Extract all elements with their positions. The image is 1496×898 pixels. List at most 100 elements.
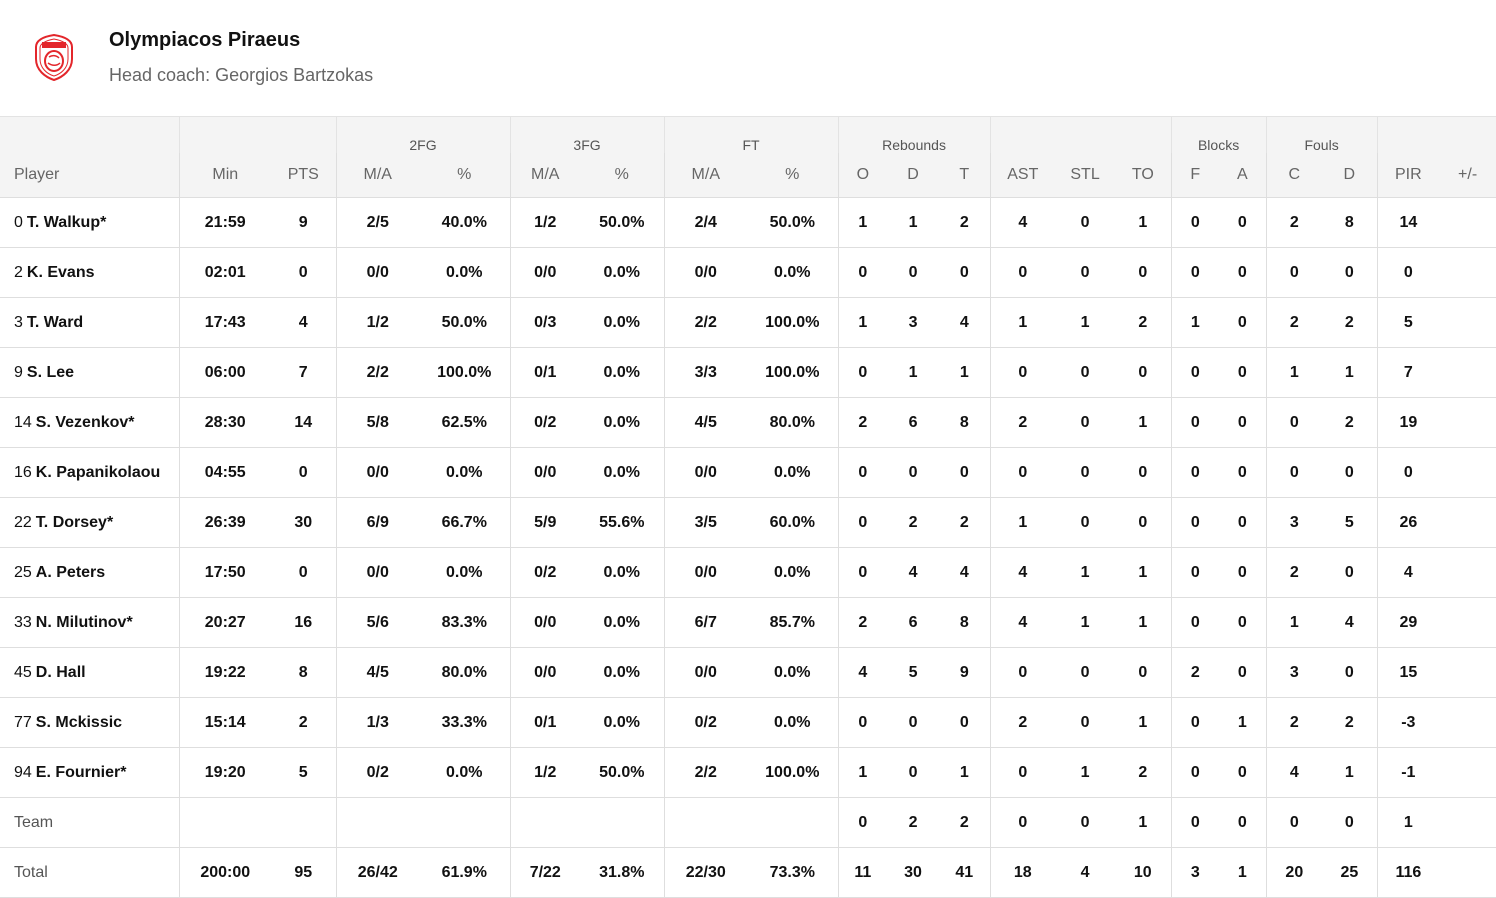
stat-fd: 1 <box>1322 747 1378 798</box>
stat-bf: 0 <box>1170 397 1220 448</box>
stat-o: 0 <box>837 547 888 598</box>
col-stl[interactable]: STL <box>1055 153 1116 198</box>
stat-pm <box>1439 247 1496 298</box>
stat-to: 0 <box>1115 247 1172 298</box>
stat-pts: 30 <box>271 497 336 548</box>
player-name[interactable]: T. Walkup* <box>26 213 107 231</box>
stat-to: 1 <box>1115 397 1172 448</box>
player-cell[interactable]: 22 T. Dorsey* <box>0 497 179 548</box>
stat-fg3p: 0.0% <box>580 297 665 348</box>
stat-pm <box>1439 847 1496 898</box>
col-3fg-pct[interactable]: % <box>580 153 665 198</box>
player-cell[interactable]: 25 A. Peters <box>0 547 179 598</box>
stat-fg3p: 0.0% <box>580 247 665 298</box>
col-reb-o[interactable]: O <box>837 153 888 198</box>
player-cell[interactable]: 45 D. Hall <box>0 647 179 698</box>
stat-fg2 <box>335 797 419 848</box>
col-blk-a[interactable]: A <box>1219 153 1267 198</box>
stat-ft: 2/4 <box>663 197 748 248</box>
col-fouls-c[interactable]: C <box>1265 153 1323 198</box>
col-2fg-ma[interactable]: M/A <box>335 153 419 198</box>
player-name[interactable]: S. Mckissic <box>35 713 123 731</box>
player-number: 22 <box>14 513 32 531</box>
col-player[interactable]: Player <box>0 153 179 198</box>
player-name[interactable]: D. Hall <box>35 663 86 681</box>
stat-fg3p: 0.0% <box>580 597 665 648</box>
stat-pir: 14 <box>1376 197 1440 248</box>
col-plus-minus[interactable]: +/- <box>1439 153 1496 198</box>
player-name[interactable]: N. Milutinov* <box>35 613 133 631</box>
stat-fd: 0 <box>1322 547 1378 598</box>
player-number: 45 <box>14 663 32 681</box>
col-fouls-d[interactable]: D <box>1322 153 1378 198</box>
player-name[interactable]: S. Vezenkov* <box>35 413 135 431</box>
col-ast[interactable]: AST <box>989 153 1056 198</box>
player-name[interactable]: T. Ward <box>26 313 84 331</box>
player-name[interactable]: S. Lee <box>26 363 75 381</box>
stat-fc: 2 <box>1265 547 1323 598</box>
stat-fg3: 0/0 <box>509 597 581 648</box>
stat-fg3: 0/0 <box>509 447 581 498</box>
stat-fg2: 26/42 <box>335 847 419 898</box>
stat-ba: 0 <box>1219 297 1267 348</box>
col-2fg-pct[interactable]: % <box>419 153 511 198</box>
stat-to: 0 <box>1115 447 1172 498</box>
stat-fg2p: 0.0% <box>419 247 511 298</box>
col-min[interactable]: Min <box>178 153 271 198</box>
stat-fg3p: 31.8% <box>580 847 665 898</box>
stat-fg3: 1/2 <box>509 197 581 248</box>
stat-ftp <box>747 797 839 848</box>
player-cell[interactable]: 3 T. Ward <box>0 297 179 348</box>
stat-t: 8 <box>939 397 991 448</box>
player-row: 16 K. Papanikolaou 04:55 0 0/0 0.0% 0/0 0.0% 0/0… <box>0 447 1496 498</box>
player-name[interactable]: E. Fournier* <box>35 763 127 781</box>
col-blk-f[interactable]: F <box>1170 153 1220 198</box>
player-row: 3 T. Ward 17:43 4 1/2 50.0% 0/3 0.0% 2/2 100.0% 1 3… <box>0 297 1496 348</box>
stat-d: 30 <box>887 847 940 898</box>
header-group-row: 2FG 3FG FT Rebounds Blocks Fouls <box>0 116 1496 153</box>
player-cell[interactable]: 14 S. Vezenkov* <box>0 397 179 448</box>
player-cell[interactable]: 2 K. Evans <box>0 247 179 298</box>
stat-fg3p: 0.0% <box>580 347 665 398</box>
group-3fg: 3FG <box>509 116 665 153</box>
stat-o: 0 <box>837 247 888 298</box>
stat-ast: 4 <box>989 597 1056 648</box>
stat-bf: 0 <box>1170 747 1220 798</box>
player-number: 3 <box>14 313 23 331</box>
player-number: 94 <box>14 763 32 781</box>
player-cell[interactable]: 9 S. Lee <box>0 347 179 398</box>
stat-pir: 4 <box>1376 547 1440 598</box>
stat-min: 28:30 <box>178 397 271 448</box>
player-cell[interactable]: 33 N. Milutinov* <box>0 597 179 648</box>
player-cell[interactable]: 16 K. Papanikolaou <box>0 447 179 498</box>
player-number: 25 <box>14 563 32 581</box>
col-3fg-ma[interactable]: M/A <box>509 153 581 198</box>
player-cell[interactable]: 77 S. Mckissic <box>0 697 179 748</box>
stat-fg3: 5/9 <box>509 497 581 548</box>
col-pts[interactable]: PTS <box>271 153 336 198</box>
col-ft-ma[interactable]: M/A <box>663 153 748 198</box>
col-ft-pct[interactable]: % <box>747 153 839 198</box>
col-to[interactable]: TO <box>1115 153 1172 198</box>
player-name[interactable]: K. Papanikolaou <box>35 463 161 481</box>
stat-pir: 26 <box>1376 497 1440 548</box>
stat-o: 1 <box>837 747 888 798</box>
stat-fg2p: 0.0% <box>419 547 511 598</box>
stat-o: 0 <box>837 347 888 398</box>
stat-fg2: 0/0 <box>335 247 419 298</box>
stat-pir: -1 <box>1376 747 1440 798</box>
player-cell[interactable]: 0 T. Walkup* <box>0 197 179 248</box>
stat-fd: 25 <box>1322 847 1378 898</box>
stat-min: 02:01 <box>178 247 271 298</box>
group-blocks: Blocks <box>1170 116 1267 153</box>
player-name[interactable]: A. Peters <box>35 563 106 581</box>
stat-ft: 22/30 <box>663 847 748 898</box>
player-name[interactable]: T. Dorsey* <box>35 513 114 531</box>
player-name[interactable]: K. Evans <box>26 263 95 281</box>
col-pir[interactable]: PIR <box>1376 153 1440 198</box>
col-reb-d[interactable]: D <box>887 153 940 198</box>
player-cell[interactable]: 94 E. Fournier* <box>0 747 179 798</box>
stat-d: 0 <box>887 247 940 298</box>
stat-pts: 95 <box>271 847 336 898</box>
col-reb-t[interactable]: T <box>939 153 991 198</box>
